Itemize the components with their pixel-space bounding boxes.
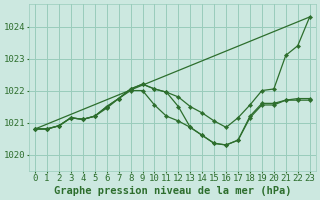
X-axis label: Graphe pression niveau de la mer (hPa): Graphe pression niveau de la mer (hPa) bbox=[54, 186, 291, 196]
